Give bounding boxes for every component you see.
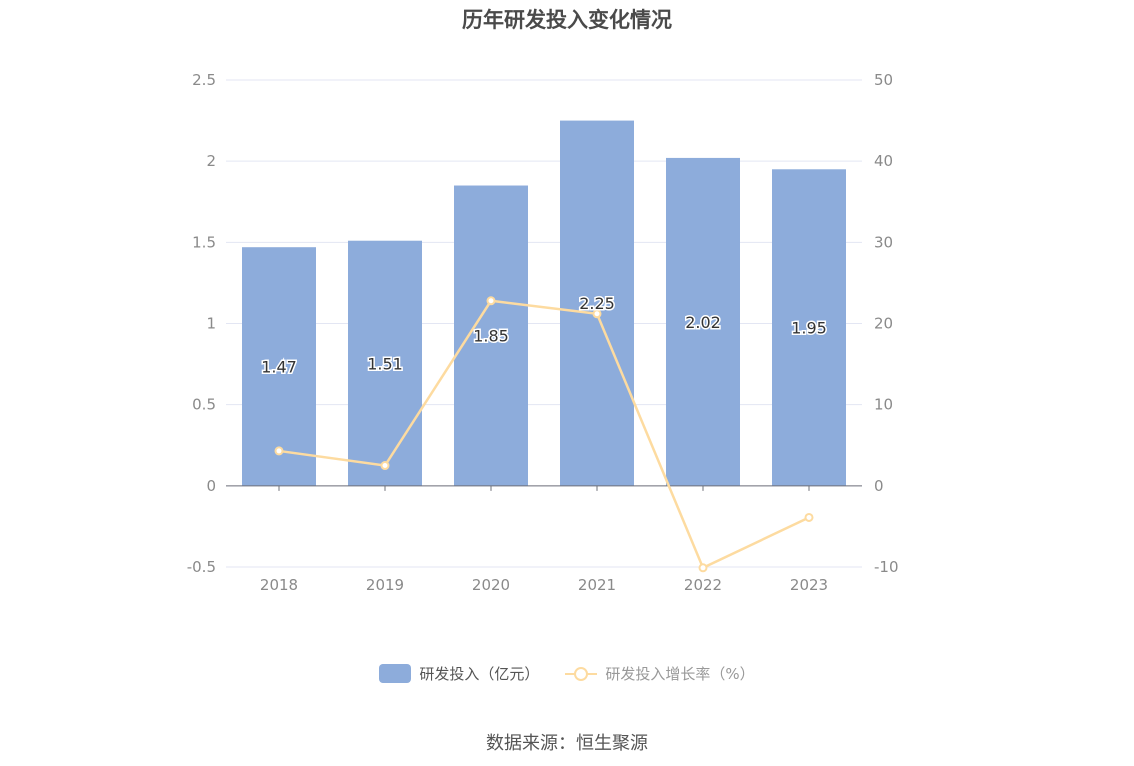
x-tick-label-2020: 2020 — [472, 576, 510, 594]
bar-value-label-2021: 2.25 — [579, 294, 615, 313]
growth-point-2022 — [698, 563, 708, 573]
y-left-tick-label: 2.5 — [192, 71, 216, 89]
growth-point-2020 — [486, 296, 496, 306]
bar-2023 — [772, 169, 846, 486]
legend-item-growth-rate[interactable]: 研发投入增长率（%） — [565, 663, 755, 684]
source-note: 数据来源：恒生聚源 — [486, 733, 648, 754]
y-left-tick-label: 1 — [206, 315, 216, 333]
bar-value-label-2018: 1.47 — [261, 358, 297, 377]
legend: 研发投入（亿元） 研发投入增长率（%） — [0, 663, 1134, 684]
legend-item-rd-investment[interactable]: 研发投入（亿元） — [379, 663, 539, 684]
y-left-tick-label: 0.5 — [192, 396, 216, 414]
bar-value-label-2023: 1.95 — [791, 319, 827, 338]
legend-line-swatch — [565, 664, 598, 683]
y-right-tick-label: 0 — [874, 477, 884, 495]
legend-label-rd-investment: 研发投入（亿元） — [419, 665, 540, 683]
y-right-tick-label: -10 — [874, 558, 899, 576]
x-tick-label-2023: 2023 — [790, 576, 828, 594]
data-labels: 1.47 1.51 1.85 2.25 2.02 1.95 — [260, 293, 829, 378]
x-tick-label-2022: 2022 — [684, 576, 722, 594]
y-left-tick-label: -0.5 — [187, 558, 216, 576]
chart-title: 历年研发投入变化情况 — [462, 8, 672, 32]
growth-point-2021 — [592, 309, 602, 319]
x-tick-label-2019: 2019 — [366, 576, 404, 594]
bar-2018 — [242, 247, 316, 486]
bar-2020 — [454, 185, 528, 486]
y-right-tick-label: 40 — [874, 152, 893, 170]
axes: 2.5 50 2 40 1.5 30 1 20 0.5 10 0 0 -0.5 -10 2018 2019 20… — [187, 71, 899, 594]
bar-2022 — [666, 157, 740, 486]
x-tick-label-2021: 2021 — [578, 576, 616, 594]
line-series — [274, 296, 814, 573]
legend-bar-swatch — [379, 664, 412, 683]
bar-2019 — [348, 240, 422, 486]
growth-point-2019 — [380, 461, 390, 471]
legend-label-growth-rate: 研发投入增长率（%） — [605, 665, 755, 683]
y-left-tick-label: 1.5 — [192, 233, 216, 251]
y-right-tick-label: 10 — [874, 396, 893, 414]
y-right-tick-label: 30 — [874, 233, 893, 251]
bar-2021 — [560, 120, 634, 486]
bar-value-label-2020: 1.85 — [473, 327, 509, 346]
bar-value-label-2022: 2.02 — [685, 313, 721, 332]
y-right-tick-label: 20 — [874, 315, 893, 333]
y-left-tick-label: 0 — [206, 477, 216, 495]
grid-lines — [226, 79, 862, 568]
x-tick-label-2018: 2018 — [260, 576, 298, 594]
y-left-tick-label: 2 — [206, 152, 216, 170]
growth-point-2023 — [804, 512, 814, 522]
growth-point-2018 — [274, 446, 284, 456]
combo-chart: 2.5 50 2 40 1.5 30 1 20 0.5 10 0 0 -0.5 -10 2018 2019 20… — [187, 71, 899, 594]
bar-value-label-2019: 1.51 — [367, 354, 403, 373]
y-right-tick-label: 50 — [874, 71, 893, 89]
bar-series — [242, 120, 846, 486]
growth-rate-line — [278, 299, 810, 570]
